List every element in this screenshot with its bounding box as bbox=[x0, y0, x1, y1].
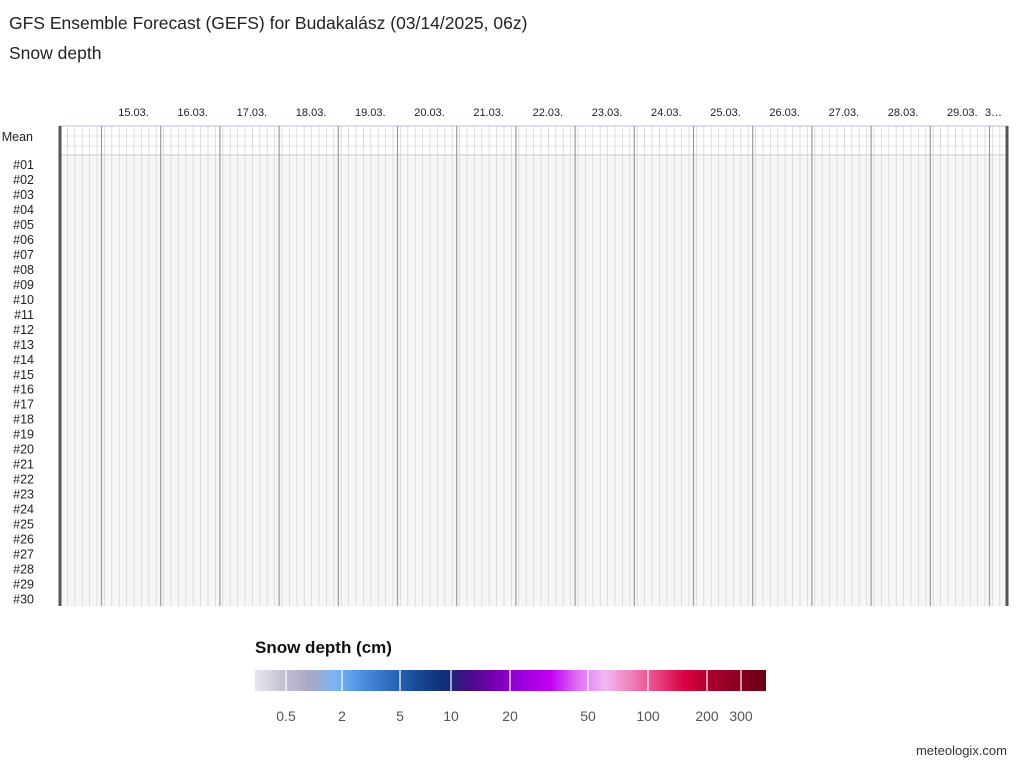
row-label: #26 bbox=[13, 532, 34, 546]
ensemble-heatmap: 15.03. 16.03. 17.03. 18.03. 19.03. 20.03. 21.0… bbox=[2, 107, 1009, 606]
row-label: #22 bbox=[13, 473, 34, 487]
row-label: #18 bbox=[13, 413, 34, 427]
row-label: #10 bbox=[13, 293, 34, 307]
credit-text: meteologix.com bbox=[915, 743, 1007, 758]
row-label: #21 bbox=[13, 458, 34, 472]
row-label: #06 bbox=[13, 233, 34, 247]
chart-title: GFS Ensemble Forecast (GEFS) for Budakal… bbox=[9, 13, 528, 33]
legend-tick-label: 50 bbox=[580, 708, 596, 724]
row-label: #02 bbox=[13, 173, 34, 187]
legend-tick-label: 5 bbox=[396, 708, 404, 724]
date-label: 17.03. bbox=[237, 107, 268, 119]
row-label: #11 bbox=[14, 308, 34, 322]
date-label: 25.03. bbox=[710, 107, 741, 119]
date-label: 28.03. bbox=[888, 107, 919, 119]
row-label: #17 bbox=[13, 398, 34, 412]
legend-tick-label: 2 bbox=[338, 708, 346, 724]
date-label: 16.03. bbox=[177, 107, 208, 119]
row-label: #28 bbox=[13, 562, 34, 576]
legend-tick-label: 100 bbox=[636, 708, 660, 724]
row-label: #01 bbox=[13, 158, 34, 172]
legend-tick-label: 200 bbox=[695, 708, 719, 724]
date-label: 22.03. bbox=[533, 107, 564, 119]
legend-tick-label: 10 bbox=[443, 708, 459, 724]
legend-tick-label: 0.5 bbox=[276, 708, 296, 724]
row-label: #27 bbox=[13, 547, 34, 561]
date-label: 24.03. bbox=[651, 107, 682, 119]
row-label: #14 bbox=[13, 353, 34, 367]
date-label: 26.03. bbox=[769, 107, 800, 119]
row-label: #08 bbox=[13, 263, 34, 277]
date-label: 23.03. bbox=[592, 107, 623, 119]
row-label: #16 bbox=[13, 383, 34, 397]
row-label: Mean bbox=[2, 130, 33, 144]
date-label: 3… bbox=[985, 107, 1002, 119]
row-label: #07 bbox=[13, 248, 34, 262]
row-label: #03 bbox=[13, 188, 34, 202]
row-label: #09 bbox=[13, 278, 34, 292]
row-label: #29 bbox=[13, 577, 34, 591]
row-label: #05 bbox=[13, 218, 34, 232]
legend-bar bbox=[255, 670, 766, 691]
row-label: #19 bbox=[13, 428, 34, 442]
row-label: #04 bbox=[13, 203, 34, 217]
row-label: #25 bbox=[13, 517, 34, 531]
chart-subtitle: Snow depth bbox=[9, 43, 102, 63]
row-label: #24 bbox=[13, 502, 34, 516]
row-label: #13 bbox=[13, 338, 34, 352]
legend-title: Snow depth (cm) bbox=[255, 638, 392, 657]
row-label: #15 bbox=[13, 368, 34, 382]
date-label: 20.03. bbox=[414, 107, 445, 119]
row-label: #23 bbox=[13, 487, 34, 501]
row-label: #12 bbox=[13, 323, 34, 337]
date-label: 21.03. bbox=[473, 107, 504, 119]
legend-tick-label: 20 bbox=[502, 708, 518, 724]
row-label: #30 bbox=[13, 592, 34, 606]
legend-tick-label: 300 bbox=[729, 708, 753, 724]
date-label: 29.03. bbox=[947, 107, 978, 119]
date-label: 27.03. bbox=[829, 107, 860, 119]
date-label: 15.03. bbox=[118, 107, 149, 119]
date-label: 18.03. bbox=[296, 107, 327, 119]
date-label: 19.03. bbox=[355, 107, 386, 119]
row-label: #20 bbox=[13, 443, 34, 457]
